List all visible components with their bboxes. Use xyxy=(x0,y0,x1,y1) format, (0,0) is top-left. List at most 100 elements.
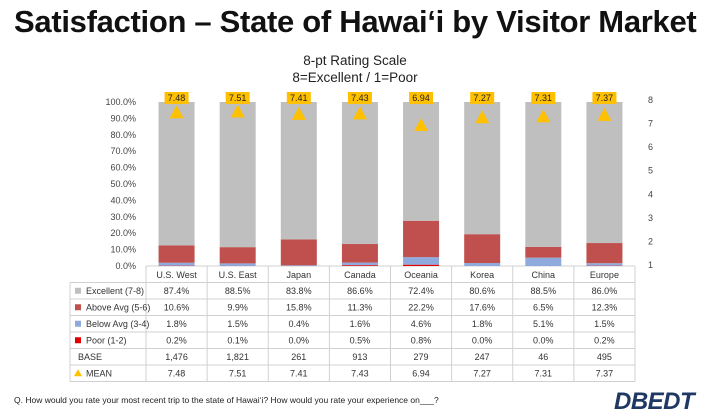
cell-below-avg-3-4-europe: 1.5% xyxy=(594,319,615,329)
cell-excellent-7-8-china: 88.5% xyxy=(531,286,557,296)
bar-excellent-7-8-u-s-west xyxy=(158,102,195,246)
mean-marker-u-s-west xyxy=(169,105,184,119)
mean-label-box-u-s-east xyxy=(225,92,250,104)
category-label-china: China xyxy=(532,270,556,280)
bar-below-avg-3-4-u-s-east xyxy=(219,263,256,266)
y-left-tick-label: 70.0% xyxy=(110,146,136,156)
legend-swatch-below-avg-3-4 xyxy=(75,320,81,327)
mean-marker-china xyxy=(536,109,551,123)
cell-above-avg-5-6-canada: 11.3% xyxy=(348,302,373,312)
y-right-tick-label: 7 xyxy=(648,119,653,129)
cell-base-u-s-west: 1,476 xyxy=(165,352,188,362)
chart-subtitle-scale-definition: 8=Excellent / 1=Poor xyxy=(292,70,418,85)
cell-above-avg-5-6-oceania: 22.2% xyxy=(408,302,434,312)
bar-above-avg-5-6-u-s-west xyxy=(158,245,195,263)
legend-swatch-mean xyxy=(74,369,82,377)
cell-poor-1-2-u-s-east: 0.1% xyxy=(227,335,248,345)
bar-below-avg-3-4-japan xyxy=(280,265,317,266)
mean-data-label: 7.31 xyxy=(535,93,553,103)
category-label-oceania: Oceania xyxy=(404,270,438,280)
bar-excellent-7-8-canada xyxy=(341,102,378,245)
cell-above-avg-5-6-china: 6.5% xyxy=(533,302,554,312)
cell-excellent-7-8-oceania: 72.4% xyxy=(408,286,434,296)
bar-below-avg-3-4-korea xyxy=(464,263,501,266)
cell-mean-oceania: 6.94 xyxy=(412,368,430,378)
category-label-europe: Europe xyxy=(590,270,619,280)
mean-label-box-china xyxy=(531,92,556,104)
bar-below-avg-3-4-oceania xyxy=(403,257,440,265)
category-label-u-s-west: U.S. West xyxy=(156,270,197,280)
dbedt-logo: DBEDT xyxy=(614,388,698,412)
y-left-tick-label: 20.0% xyxy=(110,228,136,238)
y-left-tick-label: 0.0% xyxy=(115,261,136,271)
bar-below-avg-3-4-china xyxy=(525,257,562,266)
cell-base-korea: 247 xyxy=(475,352,490,362)
cell-mean-korea: 7.27 xyxy=(473,368,491,378)
cell-poor-1-2-europe: 0.2% xyxy=(594,335,615,345)
y-left-tick-label: 80.0% xyxy=(110,130,136,140)
y-left-tick-label: 10.0% xyxy=(110,245,136,255)
cell-below-avg-3-4-u-s-west: 1.8% xyxy=(166,319,187,329)
mean-label-box-oceania xyxy=(409,92,434,104)
cell-above-avg-5-6-japan: 15.8% xyxy=(286,302,312,312)
y-left-tick-label: 30.0% xyxy=(110,212,136,222)
mean-data-label: 7.37 xyxy=(596,93,614,103)
cell-below-avg-3-4-korea: 1.8% xyxy=(472,319,493,329)
row-label-mean: MEAN xyxy=(86,368,112,378)
mean-marker-europe xyxy=(597,107,612,121)
y-left-tick-label: 60.0% xyxy=(110,163,136,173)
cell-poor-1-2-japan: 0.0% xyxy=(289,335,310,345)
cell-excellent-7-8-europe: 86.0% xyxy=(592,286,618,296)
mean-marker-oceania xyxy=(414,117,429,131)
y-right-tick-label: 3 xyxy=(648,213,653,223)
cell-base-europe: 495 xyxy=(597,352,612,362)
cell-excellent-7-8-canada: 86.6% xyxy=(347,286,373,296)
mean-label-box-korea xyxy=(470,92,495,104)
bar-above-avg-5-6-europe xyxy=(586,243,623,264)
mean-marker-korea xyxy=(475,110,490,124)
row-label-above-avg-5-6: Above Avg (5-6) xyxy=(86,302,150,312)
page-title: Satisfaction – State of Hawai‘i by Visit… xyxy=(14,4,697,39)
cell-below-avg-3-4-canada: 1.6% xyxy=(350,319,371,329)
y-right-tick-label: 2 xyxy=(648,236,653,246)
cell-poor-1-2-korea: 0.0% xyxy=(472,335,493,345)
cell-mean-japan: 7.41 xyxy=(290,368,308,378)
cell-base-china: 46 xyxy=(538,352,548,362)
dbedt-logo-text: DBEDT xyxy=(614,388,697,412)
bar-excellent-7-8-china xyxy=(525,102,562,247)
category-label-japan: Japan xyxy=(287,270,312,280)
bar-poor-1-2-canada xyxy=(341,265,378,266)
cell-below-avg-3-4-japan: 0.4% xyxy=(289,319,310,329)
cell-below-avg-3-4-china: 5.1% xyxy=(533,319,554,329)
cell-base-u-s-east: 1,821 xyxy=(226,352,249,362)
y-left-tick-label: 100.0% xyxy=(105,97,136,107)
y-right-tick-label: 6 xyxy=(648,142,653,152)
survey-question-footnote: Q. How would you rate your most recent t… xyxy=(14,395,439,405)
cell-poor-1-2-u-s-west: 0.2% xyxy=(166,335,187,345)
bar-excellent-7-8-u-s-east xyxy=(219,102,256,248)
mean-label-box-canada xyxy=(347,92,372,104)
y-right-tick-label: 8 xyxy=(648,95,653,105)
row-label-below-avg-3-4: Below Avg (3-4) xyxy=(86,319,149,329)
cell-mean-canada: 7.43 xyxy=(351,368,369,378)
cell-mean-china: 7.31 xyxy=(535,368,553,378)
cell-poor-1-2-oceania: 0.8% xyxy=(411,335,432,345)
cell-base-canada: 913 xyxy=(352,352,367,362)
bar-below-avg-3-4-canada xyxy=(341,262,378,266)
bar-above-avg-5-6-u-s-east xyxy=(219,247,256,264)
cell-excellent-7-8-korea: 80.6% xyxy=(469,286,495,296)
legend-swatch-above-avg-5-6 xyxy=(75,304,81,311)
mean-label-box-u-s-west xyxy=(164,92,189,104)
y-right-tick-label: 1 xyxy=(648,260,653,270)
mean-data-label: 6.94 xyxy=(412,93,430,103)
cell-below-avg-3-4-u-s-east: 1.5% xyxy=(227,319,248,329)
row-label-poor-1-2: Poor (1-2) xyxy=(86,335,127,345)
cell-mean-europe: 7.37 xyxy=(596,368,614,378)
mean-data-label: 7.48 xyxy=(168,93,186,103)
mean-marker-canada xyxy=(352,106,367,120)
cell-excellent-7-8-japan: 83.8% xyxy=(286,286,312,296)
cell-mean-u-s-west: 7.48 xyxy=(168,368,186,378)
category-label-u-s-east: U.S. East xyxy=(219,270,258,280)
legend-swatch-excellent-7-8 xyxy=(75,287,81,294)
